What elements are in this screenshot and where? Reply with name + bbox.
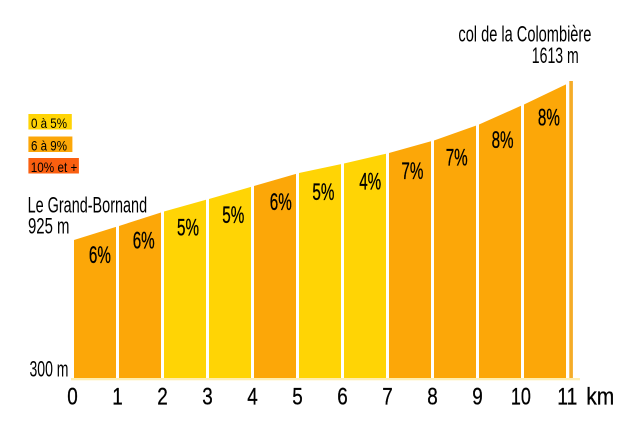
svg-text:6 à 9%: 6 à 9% (31, 137, 67, 153)
svg-text:4: 4 (247, 383, 258, 410)
svg-text:6%: 6% (89, 242, 111, 269)
svg-text:3: 3 (202, 383, 213, 410)
svg-text:col de la Colombière: col de la Colombière (458, 22, 591, 47)
svg-text:7%: 7% (446, 144, 468, 171)
svg-text:8: 8 (427, 383, 438, 410)
svg-text:11: 11 (557, 383, 577, 410)
svg-text:5%: 5% (222, 202, 244, 229)
svg-text:0 à 5%: 0 à 5% (31, 115, 67, 131)
svg-text:9: 9 (472, 383, 483, 410)
svg-text:7: 7 (382, 383, 393, 410)
svg-text:300 m: 300 m (30, 356, 69, 381)
svg-text:10: 10 (511, 383, 531, 410)
svg-text:km: km (586, 383, 614, 410)
svg-text:7%: 7% (401, 158, 423, 185)
svg-text:6: 6 (337, 383, 348, 410)
svg-text:6%: 6% (270, 189, 292, 216)
svg-text:2: 2 (157, 383, 168, 410)
svg-text:8%: 8% (538, 104, 560, 131)
svg-text:925 m: 925 m (28, 214, 70, 239)
svg-text:5%: 5% (312, 179, 334, 206)
svg-text:5: 5 (292, 383, 303, 410)
svg-text:8%: 8% (492, 127, 514, 154)
svg-text:6%: 6% (133, 227, 155, 254)
svg-text:Le Grand-Bornand: Le Grand-Bornand (28, 192, 148, 217)
svg-text:1: 1 (112, 383, 123, 410)
svg-text:5%: 5% (177, 214, 199, 241)
svg-text:1613 m: 1613 m (532, 43, 579, 68)
svg-text:4%: 4% (359, 169, 381, 196)
svg-text:10% et +: 10% et + (31, 159, 78, 175)
svg-text:0: 0 (67, 383, 78, 410)
